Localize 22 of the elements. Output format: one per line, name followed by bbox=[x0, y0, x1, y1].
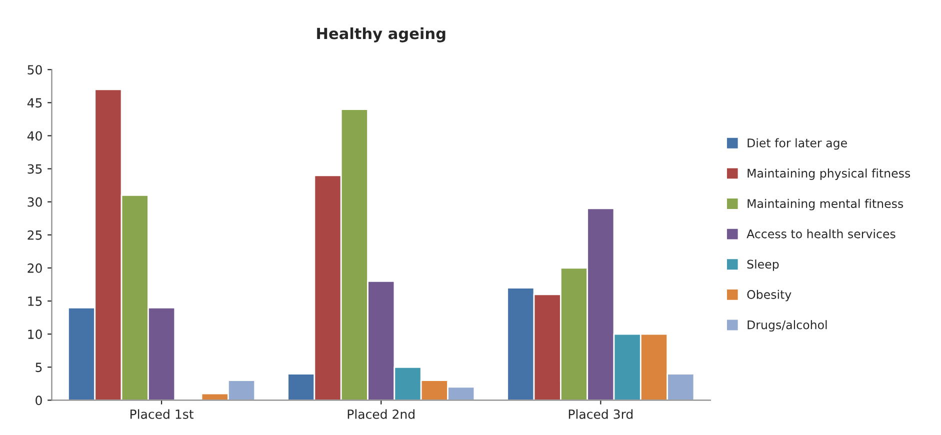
chart-title: Healthy ageing bbox=[317, 27, 446, 42]
legend-label: Diet for later age bbox=[748, 138, 847, 150]
legend-label: Maintaining physical fitness bbox=[748, 168, 910, 180]
legend-label: Access to health services bbox=[746, 229, 896, 238]
y-tick-label: 30 bbox=[28, 197, 42, 207]
y-tick-label: 40 bbox=[27, 131, 42, 141]
y-tick-label: 50 bbox=[28, 65, 42, 75]
y-tick-label: 45 bbox=[27, 98, 42, 108]
y-tick-label: 20 bbox=[28, 263, 42, 273]
legend-label: Drugs/alcohol bbox=[748, 320, 827, 332]
y-tick-label: 25 bbox=[28, 230, 42, 240]
legend-label: Obesity bbox=[747, 290, 792, 302]
legend-label: Sleep bbox=[747, 260, 779, 271]
y-tick-label: 0 bbox=[36, 396, 42, 406]
y-tick-label: 15 bbox=[28, 296, 42, 306]
x-tick-label: Placed 2nd bbox=[348, 409, 414, 419]
y-tick-label: 5 bbox=[36, 362, 42, 372]
legend-label: Maintaining mental fitness bbox=[748, 198, 904, 210]
y-tick-label: 35 bbox=[28, 164, 42, 174]
y-tick-label: 10 bbox=[28, 330, 42, 340]
x-tick-label: Placed 1st bbox=[130, 409, 194, 419]
x-tick-label: Placed 3rd bbox=[568, 409, 633, 419]
